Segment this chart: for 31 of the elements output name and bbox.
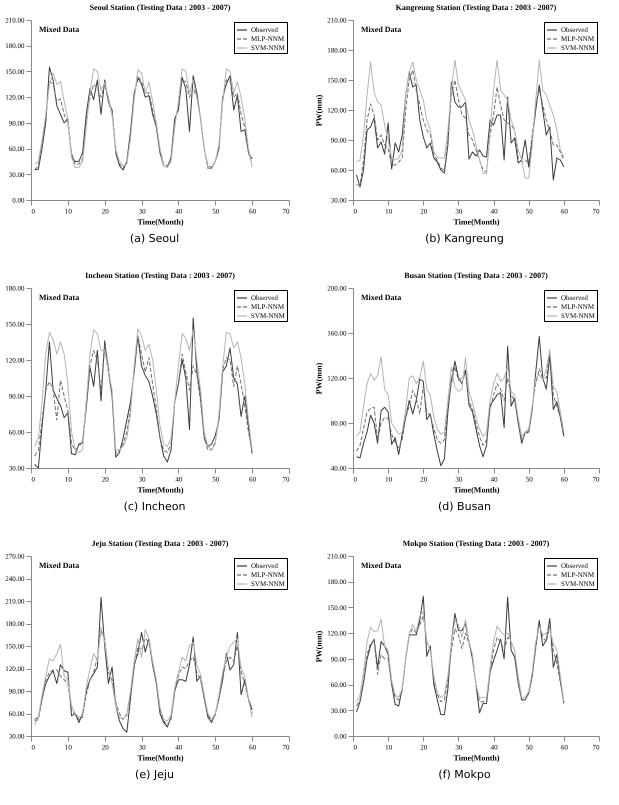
- x-axis-title: Time(Month): [453, 486, 500, 494]
- line-series: [356, 336, 564, 466]
- text: (e) Jeju: [134, 768, 175, 781]
- x-axis-title: Time(Month): [137, 754, 184, 762]
- line-series: [356, 596, 564, 716]
- annotation: Mixed Data: [39, 561, 80, 570]
- annotation: Mixed Data: [361, 561, 402, 570]
- chart-title: Incheon Station (Testing Data : 2003 - 2007): [85, 271, 236, 280]
- chart-title: Seoul Station (Testing Data : 2003 - 2007): [90, 3, 231, 12]
- text: (f) Mokpo: [437, 768, 492, 781]
- x-axis-title: Time(Month): [137, 218, 184, 226]
- y-axis-title: PW(mm): [314, 362, 324, 394]
- x-axis-title: Time(Month): [453, 754, 500, 762]
- text: (a) Seoul: [128, 232, 180, 245]
- text: (b) Kangreung: [424, 232, 505, 245]
- text: (d) Busan: [436, 500, 492, 513]
- x-axis-title: Time(Month): [453, 218, 500, 226]
- line-series: [34, 318, 253, 468]
- annotation: Mixed Data: [39, 293, 80, 302]
- chart-title: Busan Station (Testing Data : 2003 - 2007): [404, 271, 548, 280]
- y-axis-title: PW(mm): [314, 94, 324, 126]
- chart-title: Jeju Station (Testing Data : 2003 - 2007): [92, 539, 229, 548]
- text: (c) Incheon: [122, 500, 186, 513]
- annotation: Mixed Data: [361, 25, 402, 34]
- annotation: Mixed Data: [39, 25, 80, 34]
- x-axis-title: Time(Month): [137, 486, 184, 494]
- chart-title: Kangreung Station (Testing Data : 2003 - 2007): [396, 3, 557, 12]
- chart-title: Mokpo Station (Testing Data : 2003 - 2007): [402, 539, 550, 548]
- y-axis-title: PW(mm): [314, 630, 324, 662]
- annotation: Mixed Data: [361, 293, 402, 302]
- line-series: [34, 596, 253, 733]
